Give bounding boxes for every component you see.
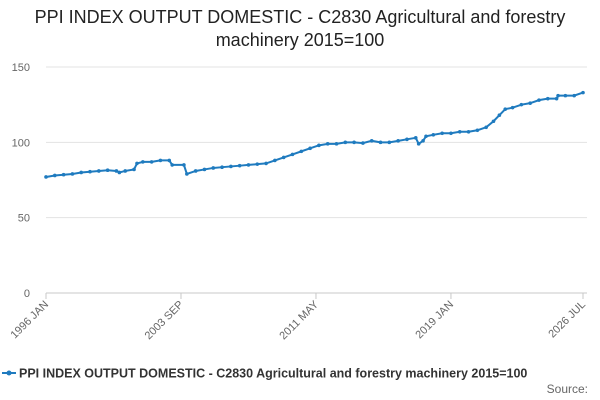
data-point — [421, 139, 425, 143]
data-point — [334, 142, 339, 146]
y-tick-label: 50 — [18, 213, 30, 225]
x-tick-label: 2003 SEP — [143, 299, 187, 343]
data-point — [255, 162, 260, 166]
data-point — [193, 169, 198, 173]
source: Source: — [547, 382, 588, 396]
data-point — [117, 170, 122, 175]
data-point — [528, 101, 532, 105]
data-point — [167, 158, 172, 163]
data-point — [352, 140, 356, 145]
data-point — [343, 140, 348, 145]
data-point — [317, 143, 321, 148]
data-point — [491, 119, 496, 124]
data-point — [519, 102, 524, 107]
data-point — [220, 165, 224, 169]
data-point — [369, 139, 374, 143]
data-point — [70, 172, 75, 176]
data-point — [556, 93, 560, 98]
series-line — [45, 91, 584, 178]
data-point — [79, 170, 84, 175]
x-tick-label: 2026 JUL — [546, 299, 588, 341]
y-tick-label: 150 — [12, 62, 30, 74]
data-point — [537, 98, 541, 102]
data-point — [132, 167, 136, 172]
data-point — [135, 161, 139, 166]
data-point — [114, 169, 119, 173]
data-point — [229, 164, 233, 169]
data-point — [387, 140, 392, 145]
data-point — [281, 155, 286, 160]
data-point — [53, 173, 57, 178]
x-tick-label: 2019 JAN — [413, 299, 456, 342]
data-point — [170, 163, 174, 167]
data-point — [246, 163, 251, 167]
data-point — [457, 129, 462, 134]
data-point — [185, 172, 189, 176]
data-point — [325, 142, 330, 146]
chart-title: PPI INDEX OUTPUT DOMESTIC - C2830 Agricu… — [34, 7, 566, 50]
data-point — [237, 163, 242, 168]
data-point — [449, 131, 453, 136]
data-point — [440, 131, 444, 136]
data-point — [413, 136, 418, 140]
data-point — [510, 105, 515, 110]
y-tick-label: 0 — [24, 288, 30, 300]
data-point — [563, 93, 568, 98]
data-point — [182, 163, 186, 167]
data-point — [202, 167, 207, 172]
data-point — [424, 134, 428, 139]
legend-marker — [6, 370, 12, 376]
data-point — [211, 166, 216, 170]
data-point — [572, 93, 576, 98]
data-point — [416, 142, 421, 146]
data-point — [396, 139, 400, 143]
data-point — [554, 96, 559, 101]
data-point — [88, 169, 92, 174]
data-point — [378, 140, 383, 145]
legend-label: PPI INDEX OUTPUT DOMESTIC - C2830 Agricu… — [19, 367, 527, 381]
data-point — [105, 168, 110, 173]
data-point — [123, 169, 128, 173]
data-point — [141, 160, 145, 164]
data-point — [475, 128, 480, 133]
data-point — [503, 107, 508, 111]
data-point — [299, 149, 304, 154]
data-point — [405, 137, 409, 142]
data-point — [581, 90, 585, 95]
data-point — [308, 146, 312, 151]
data-point — [44, 175, 48, 179]
data-point — [264, 161, 268, 166]
data-point — [466, 129, 471, 134]
data-point — [273, 158, 277, 163]
data-point — [431, 133, 436, 137]
data-point — [158, 158, 163, 163]
x-tick-label: 1996 JAN — [8, 299, 51, 342]
data-point — [61, 172, 66, 177]
data-point — [484, 125, 488, 130]
y-tick-label: 100 — [12, 137, 30, 149]
data-point — [149, 160, 154, 164]
data-point — [361, 141, 365, 145]
x-tick-label: 2011 MAY — [277, 298, 321, 342]
data-point — [497, 113, 502, 118]
data-point — [97, 169, 101, 173]
data-point — [290, 152, 295, 157]
data-point — [545, 96, 550, 101]
